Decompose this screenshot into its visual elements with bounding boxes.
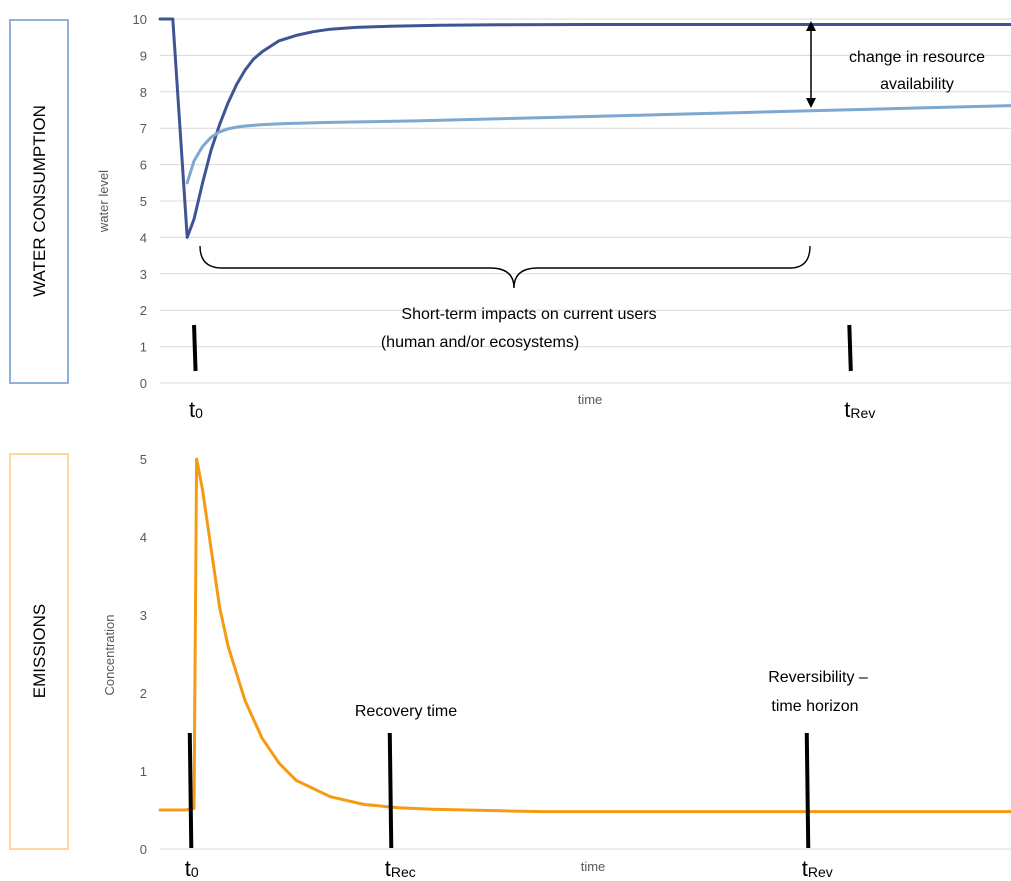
y-tick-label: 1 <box>140 340 147 355</box>
reversibility-label-line2: time horizon <box>771 698 858 715</box>
time-marker-label-0: t0 <box>185 856 199 881</box>
emissions-x-axis-title: time <box>581 859 606 874</box>
water-gridlines <box>160 18 1011 384</box>
series-line-dark <box>158 17 1011 239</box>
arrow-label-line1: change in resource <box>849 49 985 66</box>
series-line-light <box>185 104 1011 185</box>
y-tick-label: 1 <box>140 764 147 779</box>
water-x-axis-title: time <box>578 392 603 407</box>
time-marker-label-0: t0 <box>189 397 203 422</box>
series-line-orange <box>158 457 1011 814</box>
water-y-tick-labels: 0 1 2 3 4 5 6 7 8 9 10 <box>133 12 147 391</box>
y-tick-label: 10 <box>133 12 147 27</box>
y-tick-label: 9 <box>140 48 147 63</box>
y-tick-label: 2 <box>140 686 147 701</box>
emissions-panel: EMISSIONS 0 1 2 3 4 5 Concentration time Reco… <box>9 452 1011 881</box>
emissions-y-tick-labels: 0 1 2 3 4 5 <box>140 452 147 857</box>
y-tick-label: 4 <box>140 530 147 545</box>
y-tick-label: 4 <box>140 230 147 245</box>
brace-label-line1: Short-term impacts on current users <box>401 306 656 323</box>
time-marker-label-rev: tRev <box>802 856 833 881</box>
water-y-axis-title: water level <box>96 170 111 233</box>
time-marker-label-rec: tRec <box>385 856 416 881</box>
emissions-panel-frame <box>9 453 69 850</box>
emissions-series <box>158 457 1011 814</box>
y-tick-label: 3 <box>140 267 147 282</box>
emissions-panel-label: EMISSIONS <box>30 604 49 698</box>
emissions-y-axis-title: Concentration <box>102 615 117 696</box>
resource-change-arrow <box>806 21 816 108</box>
water-panel-label: WATER CONSUMPTION <box>30 105 49 297</box>
time-marker-rev <box>804 732 811 849</box>
y-tick-label: 0 <box>140 842 147 857</box>
y-tick-label: 6 <box>140 158 147 173</box>
time-marker-rec <box>387 732 394 849</box>
y-tick-label: 8 <box>140 85 147 100</box>
short-term-brace <box>199 245 811 289</box>
time-marker-rev <box>847 324 853 372</box>
water-panel-frame <box>9 19 69 384</box>
y-tick-label: 3 <box>140 608 147 623</box>
reversibility-label-line1: Reversibility – <box>768 669 868 686</box>
y-tick-label: 0 <box>140 376 147 391</box>
water-panel: WATER CONSUMPTION 0 1 2 3 4 5 6 7 8 9 10 water lev… <box>9 12 1011 422</box>
recovery-time-label: Recovery time <box>355 703 457 720</box>
brace-label-line2: (human and/or ecosystems) <box>381 334 579 351</box>
y-tick-label: 5 <box>140 194 147 209</box>
time-marker-0 <box>192 324 198 372</box>
y-tick-label: 2 <box>140 303 147 318</box>
time-marker-label-rev: tRev <box>844 397 875 422</box>
water-series <box>158 17 1011 239</box>
y-tick-label: 7 <box>140 121 147 136</box>
y-tick-label: 5 <box>140 452 147 467</box>
time-marker-0 <box>187 732 194 849</box>
emissions-time-markers: t0 tRec tRev <box>185 732 833 881</box>
arrow-label-line2: availability <box>880 76 954 93</box>
